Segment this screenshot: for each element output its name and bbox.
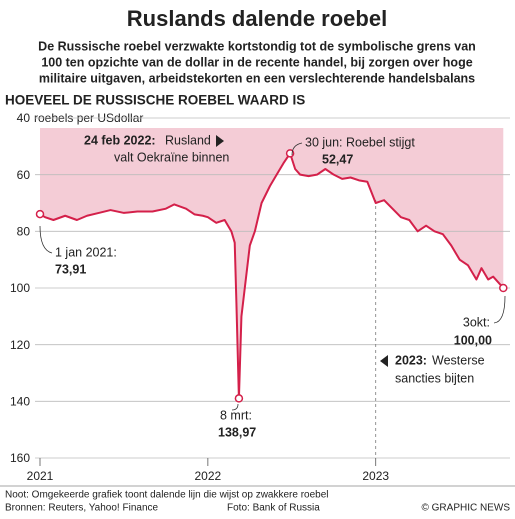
- y-tick-label: 120: [10, 338, 30, 352]
- y-tick-label: 160: [10, 451, 30, 465]
- point-marker: [234, 394, 244, 403]
- arrow: [493, 295, 506, 324]
- x-tick-label: 2023: [362, 469, 389, 483]
- annotation: 3okt:: [463, 315, 490, 329]
- arrow: [291, 142, 303, 156]
- area: [40, 128, 504, 399]
- arrow: [231, 403, 239, 411]
- arrow: [39, 225, 53, 254]
- subtitle: 100 ten opzichte van de dollar in de rec…: [41, 55, 472, 69]
- annotation: Westerse: [432, 353, 485, 367]
- annotation: Rusland: [165, 133, 211, 147]
- point-marker: [35, 209, 45, 219]
- annotation: valt Oekraïne binnen: [114, 150, 229, 164]
- annotation: 30 jun:: [305, 135, 343, 149]
- y-tick-label: 40: [17, 111, 31, 125]
- y-tick-label: 140: [10, 395, 30, 409]
- line: [39, 152, 505, 400]
- arrow-head: [380, 355, 388, 367]
- y-tick-label: 80: [17, 225, 31, 239]
- x-tick-label: 2022: [195, 469, 222, 483]
- value-label: 52,47: [322, 152, 353, 166]
- sources: Bronnen: Reuters, Yahoo! Finance: [5, 503, 159, 514]
- annotation: 1 jan 2021:: [55, 245, 117, 259]
- subtitle: militaire uitgaven, arbeidstekorten en e…: [39, 71, 475, 85]
- arrow-head: [216, 135, 224, 147]
- annotation: Roebel stijgt: [346, 135, 415, 149]
- value-label: 138,97: [218, 425, 256, 439]
- annotation: sancties bijten: [395, 371, 474, 385]
- value-label: 73,91: [55, 262, 86, 276]
- subtitle: De Russische roebel verzwakte kortstondi…: [38, 39, 476, 53]
- credit: © GRAPHIC NEWS: [422, 503, 511, 514]
- annotation: 24 feb 2022:: [84, 133, 156, 147]
- x-tick-label: 2021: [27, 469, 54, 483]
- plot: 40 60 80 100 120 140 160 2021 2022 2023 1 jan 2021…: [10, 111, 510, 483]
- point-marker: [499, 283, 508, 293]
- annotation: 2023:: [395, 353, 427, 367]
- value-label: 100,00: [454, 333, 492, 347]
- note: Noot: Omgekeerde grafiek toont dalende l…: [5, 490, 329, 501]
- y-tick-label: 60: [17, 168, 31, 182]
- y-tick-label: 100: [10, 281, 30, 295]
- section-title: HOEVEEL DE RUSSISCHE ROEBEL WAARD IS: [5, 93, 305, 108]
- chart-title: Ruslands dalende roebel: [127, 6, 387, 31]
- annotation: 8 mrt:: [220, 408, 252, 422]
- point-marker: [285, 149, 295, 158]
- photo-credit: Foto: Bank of Russia: [227, 503, 320, 514]
